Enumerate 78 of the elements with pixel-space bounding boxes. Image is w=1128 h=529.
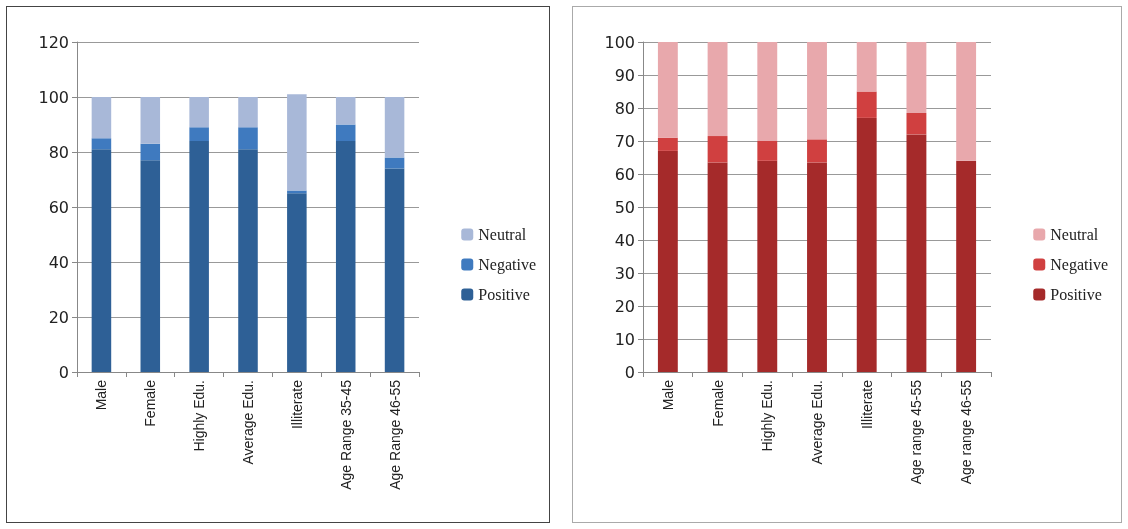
y-tick-label: 20 <box>48 307 69 327</box>
bar <box>140 160 161 372</box>
bar <box>335 124 356 141</box>
y-tick-label: 60 <box>48 197 69 217</box>
bar <box>856 91 877 118</box>
x-tick-label: Female <box>709 379 726 427</box>
x-tick-label: Highly Edu. <box>759 380 776 452</box>
x-tick-label: Illiterate <box>288 379 305 430</box>
y-tick-label: 50 <box>614 197 635 217</box>
bar <box>807 42 827 140</box>
x-tick-label: Age range 46-55 <box>958 379 975 485</box>
bar <box>189 127 209 141</box>
x-tick-label: Male <box>93 379 110 411</box>
bar <box>335 141 356 372</box>
bar <box>140 97 161 144</box>
y-tick-label: 0 <box>624 362 635 382</box>
x-tick-label: Average Edu. <box>240 380 256 465</box>
bar <box>287 94 307 191</box>
bar <box>906 134 927 372</box>
x-tick-label: Male <box>659 379 676 411</box>
legend-label: Negative <box>1050 256 1108 274</box>
y-tick-label: 20 <box>614 296 635 316</box>
y-tick-label: 10 <box>614 329 635 349</box>
bar <box>91 138 112 150</box>
bar <box>189 141 209 372</box>
bar <box>189 97 209 128</box>
legend-label: Neutral <box>1050 226 1099 243</box>
bar <box>757 141 778 161</box>
bar <box>335 97 356 125</box>
x-tick-label: Age Range 46-55 <box>386 379 403 490</box>
y-tick-label: 70 <box>614 131 635 151</box>
y-tick-label: 100 <box>604 32 635 52</box>
bar <box>807 139 827 163</box>
bar <box>91 149 112 372</box>
y-tick-label: 60 <box>614 164 635 184</box>
x-tick-label: Average Edu. <box>809 380 825 465</box>
bar <box>906 112 927 135</box>
bar <box>856 42 877 92</box>
bar <box>657 137 678 151</box>
x-tick-label: Age Range 35-45 <box>337 379 354 490</box>
x-tick-label: Female <box>142 379 159 427</box>
bar <box>707 42 728 137</box>
legend-label: Negative <box>478 256 536 274</box>
x-tick-label: Illiterate <box>858 379 875 430</box>
bar <box>707 136 728 163</box>
bar <box>906 42 927 113</box>
bar <box>287 193 307 372</box>
bar <box>757 42 778 141</box>
bar <box>238 127 258 150</box>
y-tick-label: 30 <box>614 263 635 283</box>
bar <box>757 160 778 372</box>
legend-label: Positive <box>1050 286 1102 303</box>
bar <box>238 97 258 128</box>
bar <box>91 97 112 139</box>
bar <box>384 168 405 372</box>
bar <box>384 97 405 158</box>
y-tick-label: 80 <box>614 98 635 118</box>
bar <box>384 157 405 169</box>
y-tick-label: 40 <box>614 230 635 250</box>
bar <box>657 150 678 372</box>
y-tick-label: 0 <box>58 362 69 382</box>
bar <box>657 42 678 138</box>
legend-label: Neutral <box>478 226 527 243</box>
bar <box>807 162 827 372</box>
y-tick-label: 120 <box>38 32 69 52</box>
y-tick-label: 90 <box>614 65 635 85</box>
bar <box>140 143 161 161</box>
bar <box>238 149 258 372</box>
x-tick-label: Highly Edu. <box>191 380 208 452</box>
bar <box>956 42 977 161</box>
x-tick-label: Age range 45-55 <box>908 379 925 485</box>
y-tick-label: 100 <box>38 87 69 107</box>
y-tick-label: 80 <box>48 142 69 162</box>
legend-label: Positive <box>478 286 530 303</box>
bar <box>707 162 728 372</box>
bar <box>856 117 877 372</box>
y-tick-label: 40 <box>48 252 69 272</box>
bar <box>956 160 977 372</box>
